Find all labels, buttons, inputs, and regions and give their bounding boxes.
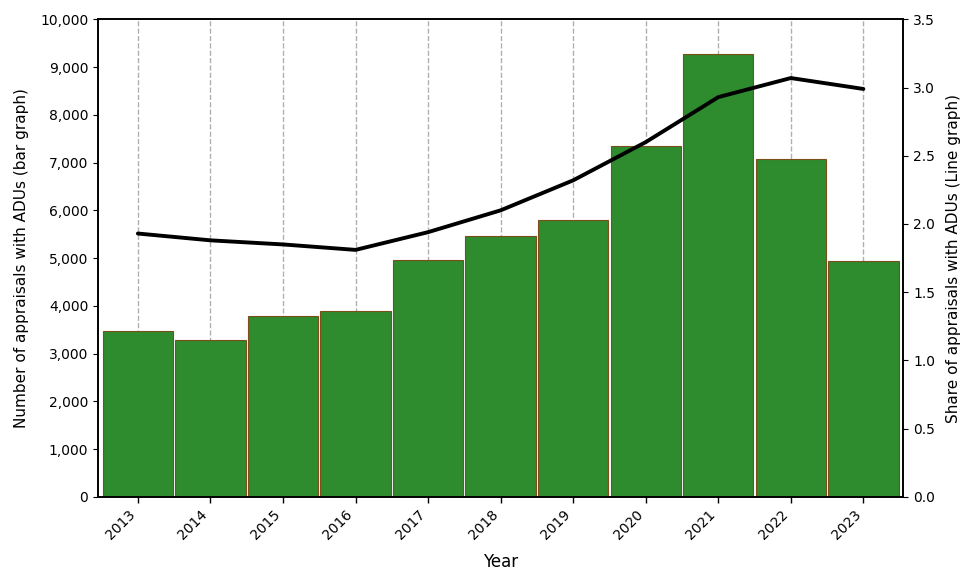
Bar [828, 261, 899, 497]
Y-axis label: Share of appraisals with ADUs (Line graph): Share of appraisals with ADUs (Line grap… [946, 94, 961, 422]
Bar [248, 316, 318, 497]
Bar [610, 146, 681, 497]
Y-axis label: Number of appraisals with ADUs (bar graph): Number of appraisals with ADUs (bar grap… [14, 88, 29, 428]
Bar [683, 54, 754, 497]
Bar [102, 331, 173, 497]
Bar [756, 159, 826, 497]
Bar [538, 221, 608, 497]
Bar [176, 340, 246, 497]
Bar [321, 311, 391, 497]
Bar [393, 260, 463, 497]
X-axis label: Year: Year [483, 553, 518, 571]
Bar [465, 236, 536, 497]
